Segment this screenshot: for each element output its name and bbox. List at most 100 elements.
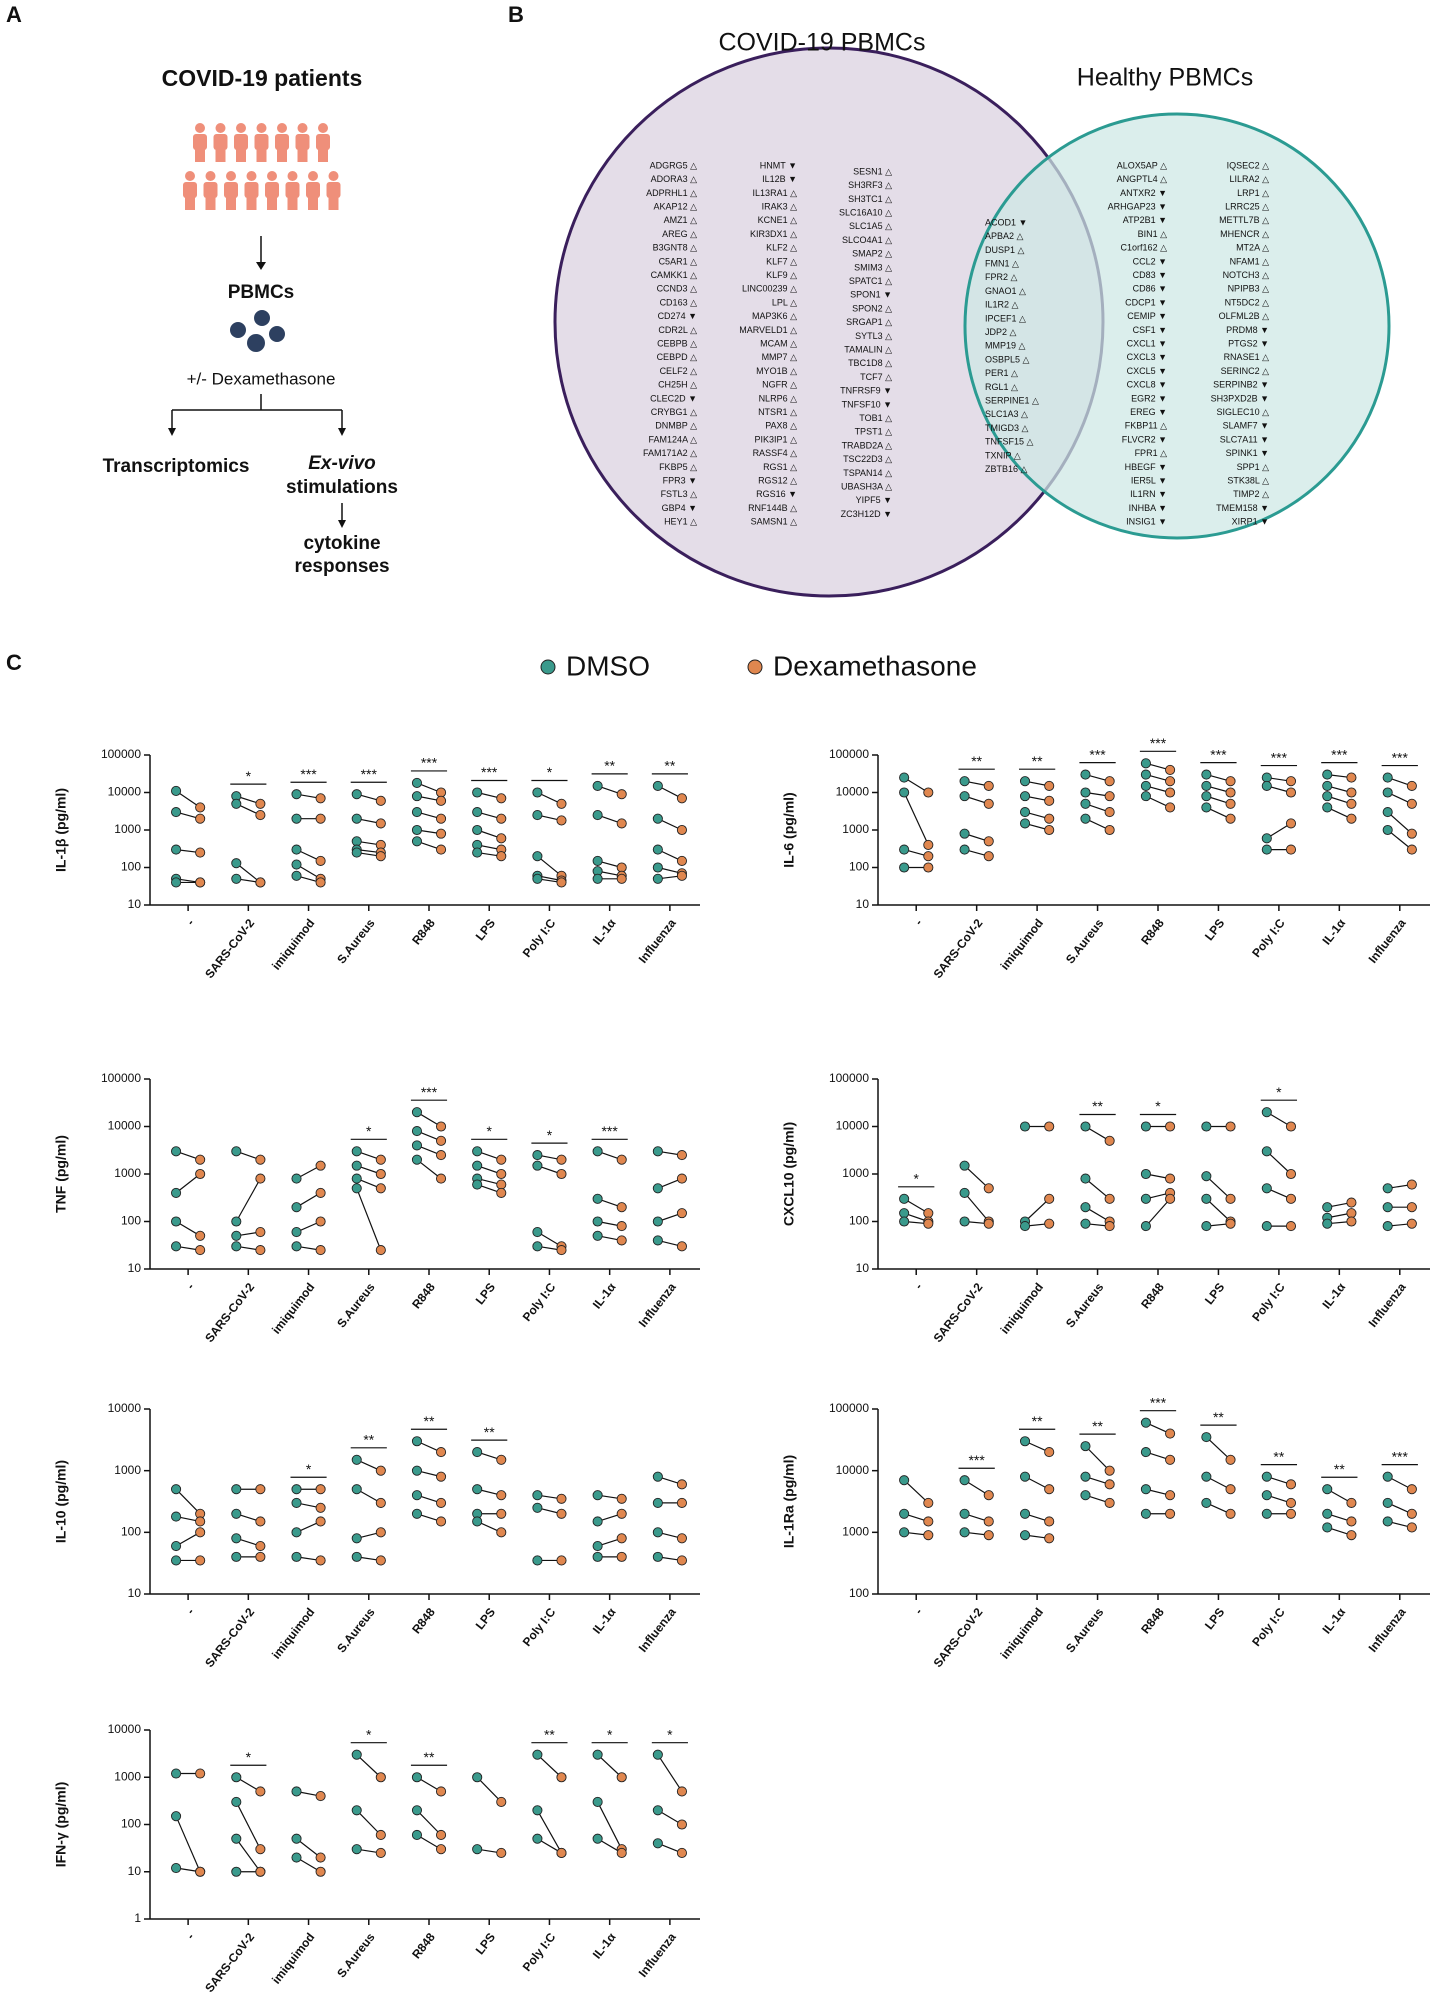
person-head xyxy=(328,171,339,181)
data-point xyxy=(472,1179,483,1190)
gene-label: TIMP2 △ xyxy=(1233,489,1269,499)
data-point xyxy=(532,1490,543,1501)
data-point xyxy=(1044,1121,1055,1132)
data-point xyxy=(923,1208,934,1219)
y-tick-label: 10000 xyxy=(108,785,142,799)
data-point xyxy=(231,1216,242,1227)
pair-line xyxy=(537,855,562,877)
data-point xyxy=(496,851,507,862)
data-point xyxy=(592,1146,603,1157)
person-legs xyxy=(185,197,195,210)
gene-label: ALOX5AP △ xyxy=(1117,160,1167,170)
significance-label: ** xyxy=(1092,1418,1103,1434)
significance-label: *** xyxy=(601,1123,618,1139)
significance-label: ** xyxy=(1334,1461,1345,1477)
gene-label: FMN1 △ xyxy=(985,258,1019,268)
gene-label: MARVELD1 △ xyxy=(739,325,797,335)
data-point xyxy=(1080,1121,1091,1132)
data-point xyxy=(959,1475,970,1486)
gene-label: SPP1 △ xyxy=(1237,462,1270,472)
data-point xyxy=(472,807,483,818)
significance-label: * xyxy=(607,1726,613,1742)
gene-label: FPR1 △ xyxy=(1135,448,1168,458)
data-point xyxy=(1104,1193,1115,1204)
gene-label: KLF7 △ xyxy=(766,256,797,266)
pair-line xyxy=(1085,1445,1111,1472)
gene-label: MMP19 △ xyxy=(985,341,1026,351)
person-legs xyxy=(236,149,246,162)
gene-label: PTGS2 ▼ xyxy=(1228,338,1269,348)
gene-label: SERPINB2 ▼ xyxy=(1213,380,1269,390)
data-point xyxy=(231,1533,242,1544)
data-point xyxy=(616,873,627,884)
data-point xyxy=(616,789,627,800)
data-point xyxy=(1201,1171,1212,1182)
gene-label: FPR2 △ xyxy=(985,272,1018,282)
data-point xyxy=(375,795,386,806)
data-point xyxy=(592,1490,603,1501)
data-point xyxy=(556,1847,567,1858)
gene-label: TMIGD3 △ xyxy=(985,423,1029,433)
person-body xyxy=(244,182,259,198)
x-tick-label: IL-1α xyxy=(1319,916,1348,948)
person-body xyxy=(265,182,279,198)
data-point xyxy=(1080,1218,1091,1229)
person-head xyxy=(236,123,246,133)
data-point xyxy=(435,1786,447,1797)
data-point xyxy=(496,1168,507,1180)
data-point xyxy=(315,1484,326,1495)
gene-label: TPST1 △ xyxy=(855,427,893,437)
y-tick-label: 1000 xyxy=(842,1525,869,1539)
gene-label: SLAMF7 ▼ xyxy=(1223,421,1269,431)
data-point xyxy=(291,1241,302,1252)
gene-label: PRDM8 ▼ xyxy=(1226,325,1269,335)
data-point xyxy=(171,1540,182,1552)
person-body xyxy=(254,134,269,150)
data-point xyxy=(171,1216,182,1227)
data-point xyxy=(375,1829,386,1841)
x-tick-label: Influenza xyxy=(636,916,679,966)
x-tick-label: - xyxy=(183,1605,196,1617)
data-point xyxy=(676,824,687,836)
gene-label: NPIPB3 △ xyxy=(1228,284,1270,294)
gene-label: SLCO4A1 △ xyxy=(842,235,892,245)
data-point xyxy=(375,818,386,829)
x-tick-label: LPS xyxy=(473,1930,498,1957)
person-legs xyxy=(267,197,277,210)
data-point xyxy=(556,1493,567,1504)
significance-label: * xyxy=(306,1461,312,1477)
person-body xyxy=(295,134,310,150)
data-point xyxy=(676,1150,687,1161)
data-point xyxy=(1261,1508,1272,1519)
pair-line xyxy=(1085,1178,1111,1200)
data-point xyxy=(676,1555,687,1566)
data-point xyxy=(1285,844,1297,855)
data-point xyxy=(1322,1484,1333,1495)
data-point xyxy=(1225,1454,1236,1465)
flow-right: stimulations xyxy=(286,477,398,498)
y-tick-label: 100 xyxy=(121,1525,141,1539)
gene-label: UBASH3A △ xyxy=(841,481,892,491)
data-point xyxy=(1044,824,1055,836)
data-point xyxy=(616,1847,627,1858)
gene-label: CEBPB △ xyxy=(657,338,697,348)
data-point xyxy=(411,1508,423,1519)
gene-label: IL1RN ▼ xyxy=(1130,489,1167,499)
y-tick-label: 100 xyxy=(121,1214,141,1228)
significance-label: * xyxy=(547,1127,553,1143)
significance-label: * xyxy=(1276,1084,1282,1100)
data-point xyxy=(171,1187,182,1198)
gene-label: ANGPTL4 △ xyxy=(1117,174,1168,184)
data-point xyxy=(923,862,934,873)
gene-label: FSTL3 △ xyxy=(661,489,698,499)
data-point xyxy=(255,1786,266,1797)
data-point xyxy=(899,1208,910,1219)
significance-label: ** xyxy=(484,1424,495,1440)
significance-label: * xyxy=(1155,1098,1161,1114)
data-point xyxy=(652,1838,663,1849)
data-point xyxy=(652,844,663,855)
data-point xyxy=(532,787,543,798)
gene-label: SESN1 △ xyxy=(853,166,892,176)
data-point xyxy=(411,807,423,818)
gene-label: SERPINE1 △ xyxy=(985,395,1039,405)
